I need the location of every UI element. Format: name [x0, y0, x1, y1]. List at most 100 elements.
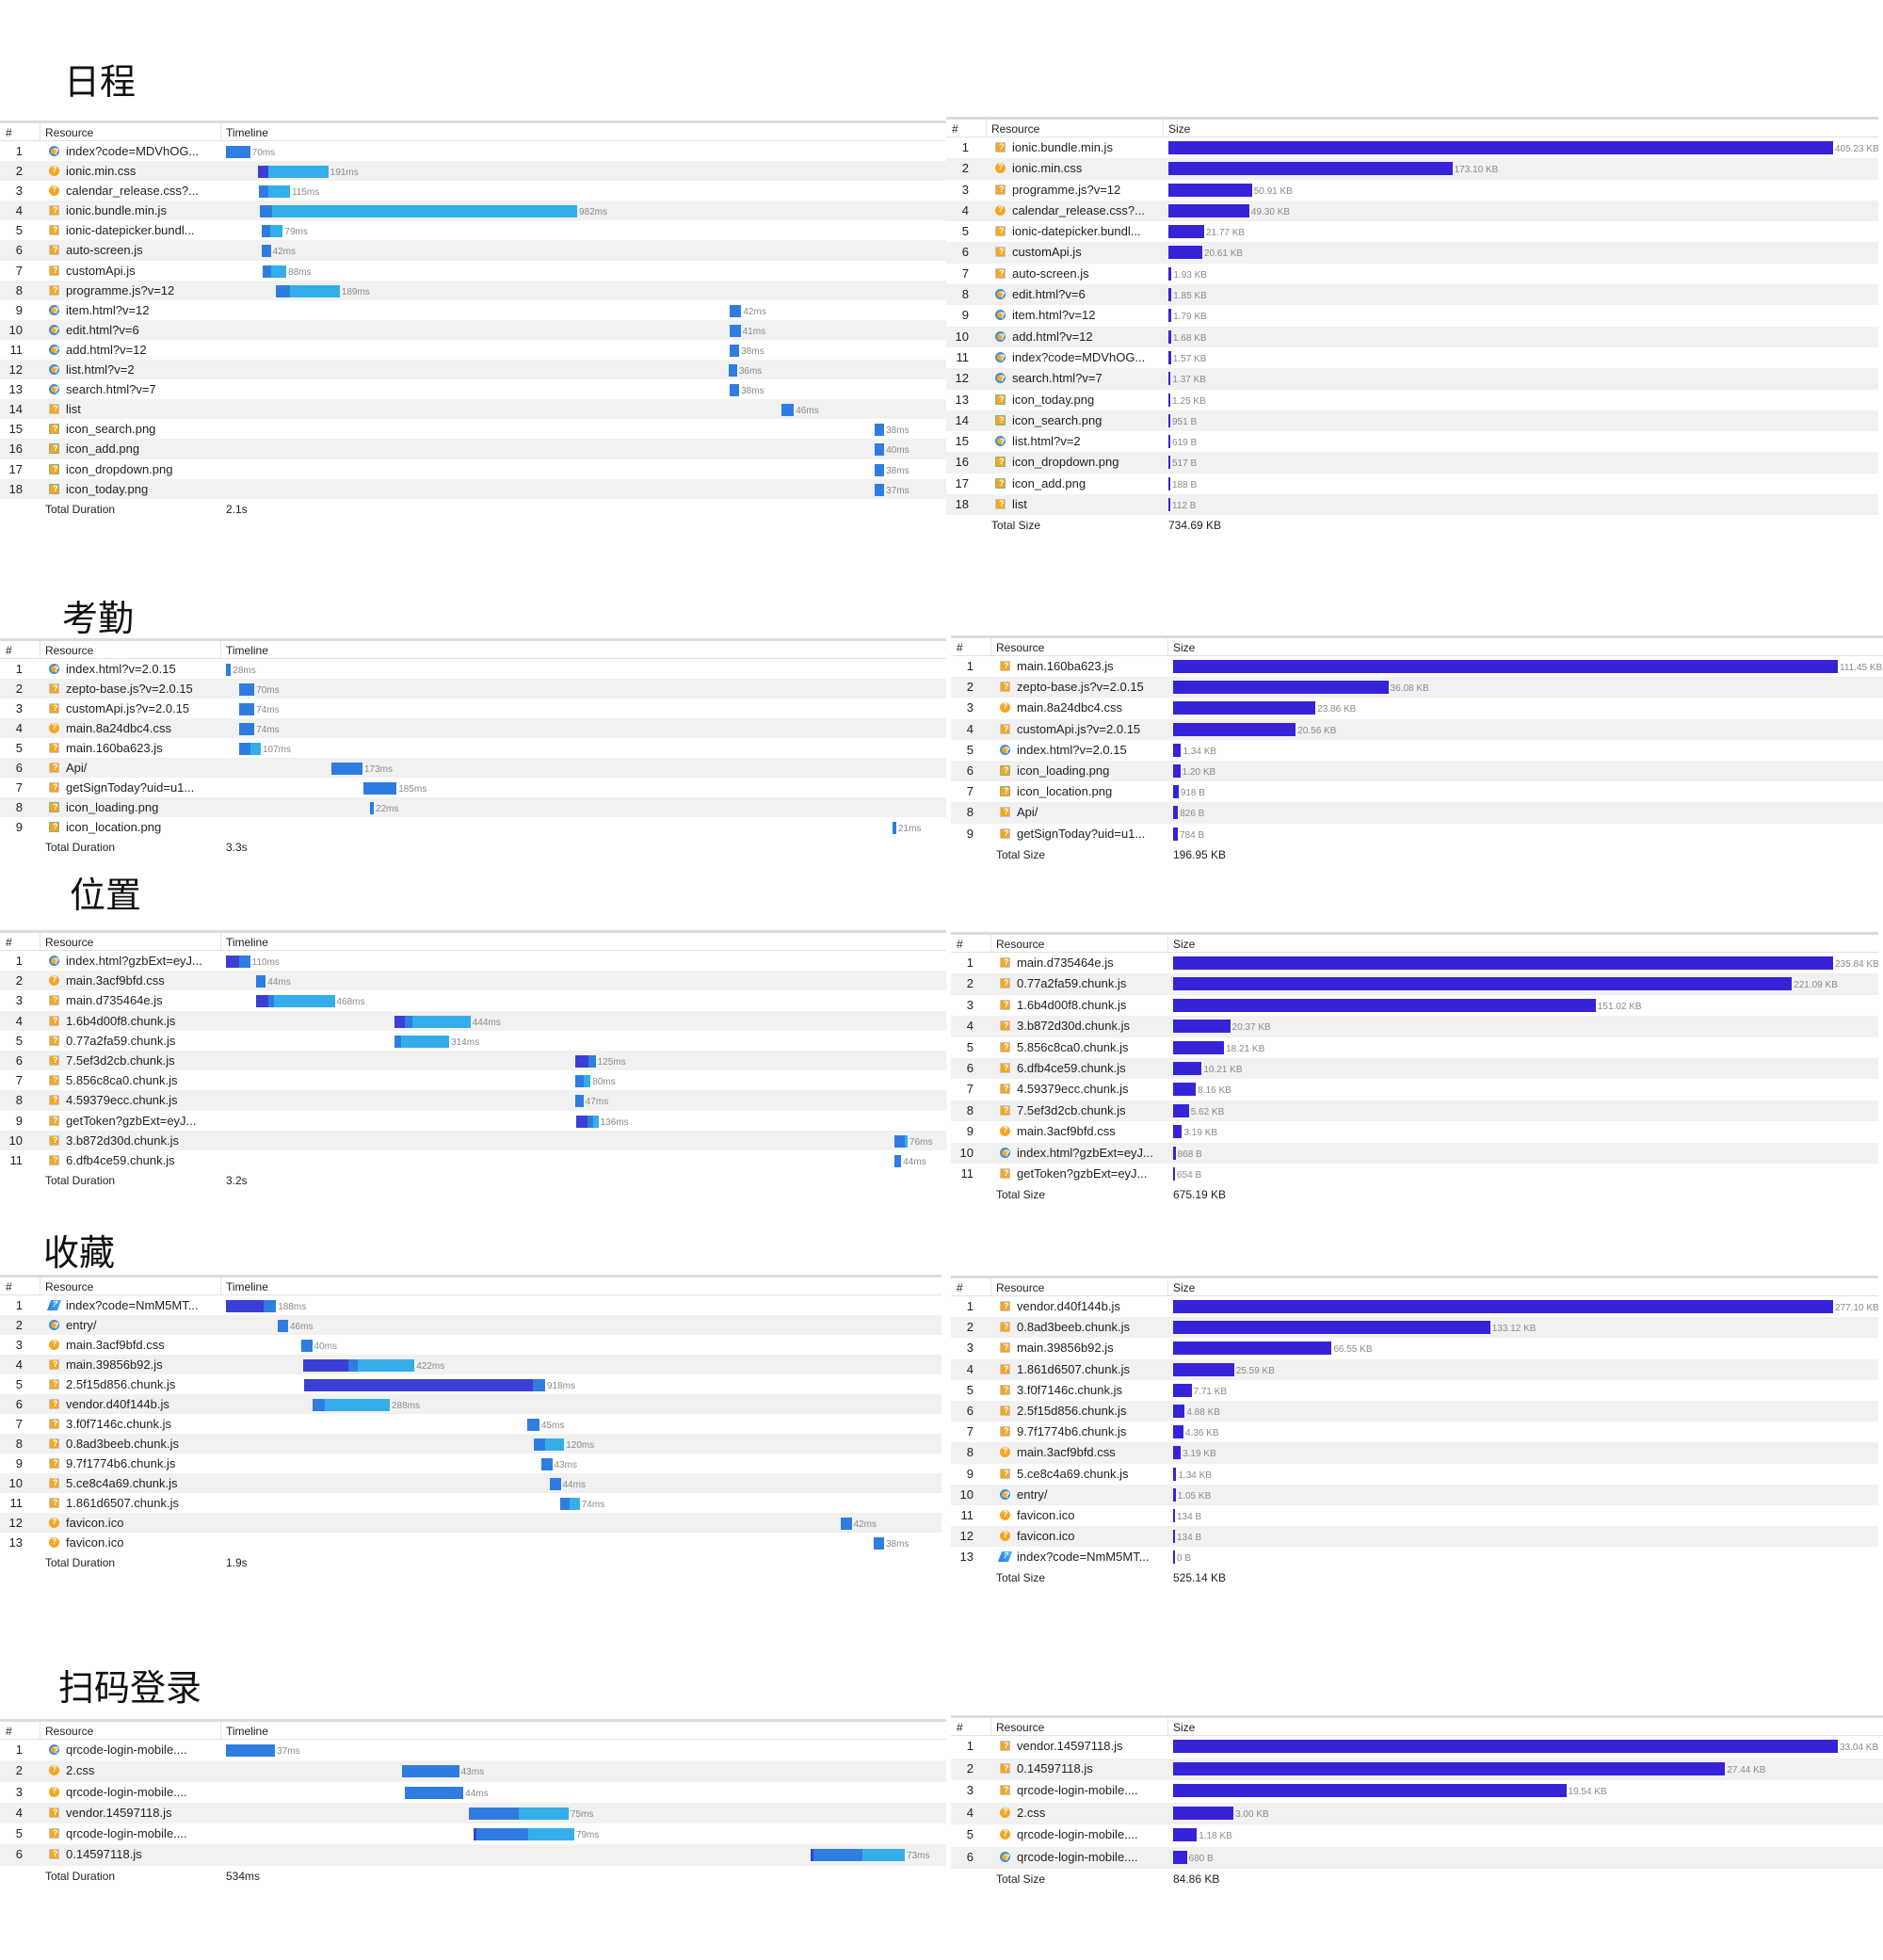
table-row[interactable]: 2 zepto-base.js?v=2.0.15 36.08 KB: [951, 677, 1883, 699]
timeline-bar-recv[interactable]: [781, 404, 795, 417]
timeline-bar-recv[interactable]: [587, 1115, 593, 1128]
resource-name[interactable]: icon_dropdown.png: [1012, 455, 1119, 470]
header-timeline[interactable]: Timeline: [226, 936, 268, 949]
table-row[interactable]: 16 icon_add.png 40ms: [0, 439, 946, 459]
table-row[interactable]: 1 index?code=NmM5MT... 188ms: [0, 1295, 942, 1315]
timeline-bar-dl[interactable]: [274, 995, 335, 1008]
header-resource[interactable]: Resource: [996, 938, 1045, 951]
header-resource[interactable]: Resource: [996, 641, 1045, 654]
size-bar[interactable]: [1173, 1761, 1726, 1775]
table-row[interactable]: 7 getSignToday?uid=u1... 185ms: [0, 778, 946, 797]
size-bar[interactable]: [1173, 681, 1389, 695]
table-row[interactable]: 7 4.59379ecc.chunk.js 8.16 KB: [951, 1079, 1878, 1100]
resource-name[interactable]: add.html?v=12: [66, 342, 147, 357]
table-row[interactable]: 8 4.59379ecc.chunk.js 47ms: [0, 1090, 946, 1111]
column-divider[interactable]: [220, 123, 221, 140]
resource-name[interactable]: main.3acf9bfd.css: [66, 1338, 165, 1352]
timeline-bar-wait[interactable]: [257, 166, 269, 179]
table-row[interactable]: 6 7.5ef3d2cb.chunk.js 125ms: [0, 1050, 946, 1071]
column-divider[interactable]: [1163, 120, 1164, 137]
table-row[interactable]: 12 favicon.ico 42ms: [0, 1513, 942, 1533]
size-bar[interactable]: [1173, 1508, 1175, 1522]
timeline-bar-wait[interactable]: [811, 1849, 814, 1862]
size-bar[interactable]: [1173, 1806, 1234, 1820]
table-row[interactable]: 3 main.3acf9bfd.css 40ms: [0, 1335, 942, 1355]
resource-name[interactable]: icon_add.png: [1012, 475, 1086, 490]
header-timeline[interactable]: Timeline: [226, 1280, 268, 1293]
table-row[interactable]: 1 ionic.bundle.min.js 405.23 KB: [946, 137, 1879, 158]
table-row[interactable]: 6 customApi.js 20.61 KB: [946, 242, 1878, 264]
table-row[interactable]: 16 icon_dropdown.png 517 B: [946, 452, 1878, 474]
size-bar[interactable]: [1173, 1446, 1182, 1460]
timeline-bar-recv[interactable]: [588, 1054, 596, 1068]
resource-name[interactable]: index?code=NmM5MT...: [1017, 1550, 1150, 1565]
resource-name[interactable]: getSignToday?uid=u1...: [1017, 826, 1146, 841]
resource-name[interactable]: 9.7f1774b6.chunk.js: [66, 1456, 176, 1470]
timeline-bar-wait[interactable]: [575, 1054, 589, 1068]
resource-name[interactable]: 6.dfb4ce59.chunk.js: [1017, 1060, 1126, 1075]
table-row[interactable]: 7 icon_location.png 918 B: [951, 781, 1883, 802]
table-row[interactable]: 11 1.861d6507.chunk.js 74ms: [0, 1493, 942, 1513]
resource-name[interactable]: 2.5f15d856.chunk.js: [66, 1377, 176, 1391]
resource-name[interactable]: entry/: [1017, 1486, 1048, 1502]
size-bar[interactable]: [1173, 1061, 1202, 1075]
resource-name[interactable]: search.html?v=7: [66, 382, 156, 397]
resource-name[interactable]: 6.dfb4ce59.chunk.js: [66, 1152, 175, 1167]
resource-name[interactable]: add.html?v=12: [1012, 329, 1093, 344]
table-row[interactable]: 12 search.html?v=7 1.37 KB: [946, 368, 1878, 390]
resource-name[interactable]: icon_search.png: [1012, 412, 1102, 427]
timeline-bar-recv[interactable]: [330, 763, 362, 775]
table-row[interactable]: 9 item.html?v=12 1.79 KB: [946, 305, 1878, 326]
table-row[interactable]: 2 ionic.min.css 173.10 KB: [946, 158, 1878, 180]
timeline-bar-recv[interactable]: [347, 1359, 359, 1372]
timeline-bar-recv[interactable]: [261, 225, 270, 238]
size-bar[interactable]: [1173, 785, 1179, 799]
table-row[interactable]: 10 edit.html?v=6 41ms: [0, 319, 946, 340]
resource-name[interactable]: item.html?v=12: [1012, 308, 1096, 323]
resource-name[interactable]: favicon.ico: [66, 1535, 124, 1550]
resource-name[interactable]: ionic.bundle.min.js: [66, 203, 167, 218]
size-bar[interactable]: [1173, 1020, 1231, 1034]
table-row[interactable]: 4 1.6b4d00f8.chunk.js 444ms: [0, 1010, 946, 1031]
size-bar[interactable]: [1173, 977, 1793, 991]
resource-name[interactable]: ionic.min.css: [66, 164, 137, 179]
size-bar[interactable]: [1168, 162, 1453, 176]
timeline-bar-recv[interactable]: [363, 782, 397, 795]
timeline-bar-recv[interactable]: [873, 1537, 884, 1550]
timeline-bar-dl[interactable]: [249, 743, 261, 755]
table-row[interactable]: 18 list 112 B: [946, 494, 1878, 516]
timeline-bar-dl[interactable]: [905, 1134, 909, 1148]
table-row[interactable]: 14 icon_search.png 951 B: [946, 410, 1878, 432]
size-bar[interactable]: [1173, 1300, 1833, 1313]
timeline-bar-wait[interactable]: [576, 1115, 587, 1128]
table-row[interactable]: 15 icon_search.png 38ms: [0, 419, 946, 439]
timeline-bar-wait[interactable]: [303, 1379, 534, 1391]
size-bar[interactable]: [1168, 372, 1171, 386]
resource-name[interactable]: 7.5ef3d2cb.chunk.js: [66, 1052, 175, 1068]
resource-name[interactable]: main.8a24dbc4.css: [1017, 700, 1123, 715]
column-divider[interactable]: [220, 641, 221, 658]
table-row[interactable]: 14 list 46ms: [0, 399, 946, 420]
header-resource[interactable]: Resource: [45, 126, 94, 139]
timeline-bar-recv[interactable]: [275, 284, 290, 297]
resource-name[interactable]: index.html?gzbExt=eyJ...: [66, 954, 202, 968]
resource-name[interactable]: list.html?v=2: [66, 362, 135, 378]
timeline-bar-wait[interactable]: [394, 1015, 406, 1028]
resource-name[interactable]: main.d735464e.js: [1017, 956, 1114, 970]
table-row[interactable]: 17 icon_add.png 188 B: [946, 474, 1878, 494]
resource-name[interactable]: zepto-base.js?v=2.0.15: [66, 682, 193, 696]
timeline-bar-recv[interactable]: [226, 146, 250, 158]
table-row[interactable]: 7 auto-screen.js 1.93 KB: [946, 264, 1878, 284]
resource-name[interactable]: icon_dropdown.png: [66, 461, 173, 476]
table-row[interactable]: 5 2.5f15d856.chunk.js 918ms: [0, 1374, 942, 1394]
header-resource[interactable]: Resource: [45, 1280, 94, 1293]
header-timeline[interactable]: Timeline: [226, 1725, 268, 1738]
resource-name[interactable]: main.39856b92.js: [66, 1358, 163, 1372]
size-bar[interactable]: [1173, 660, 1838, 673]
table-row[interactable]: 8 7.5ef3d2cb.chunk.js 5.62 KB: [951, 1100, 1878, 1122]
table-row[interactable]: 2 zepto-base.js?v=2.0.15 70ms: [0, 679, 946, 699]
resource-name[interactable]: 3.f0f7146c.chunk.js: [66, 1417, 172, 1431]
size-bar[interactable]: [1168, 203, 1249, 217]
resource-name[interactable]: 4.59379ecc.chunk.js: [1017, 1082, 1129, 1097]
timeline-bar-recv[interactable]: [260, 205, 273, 218]
